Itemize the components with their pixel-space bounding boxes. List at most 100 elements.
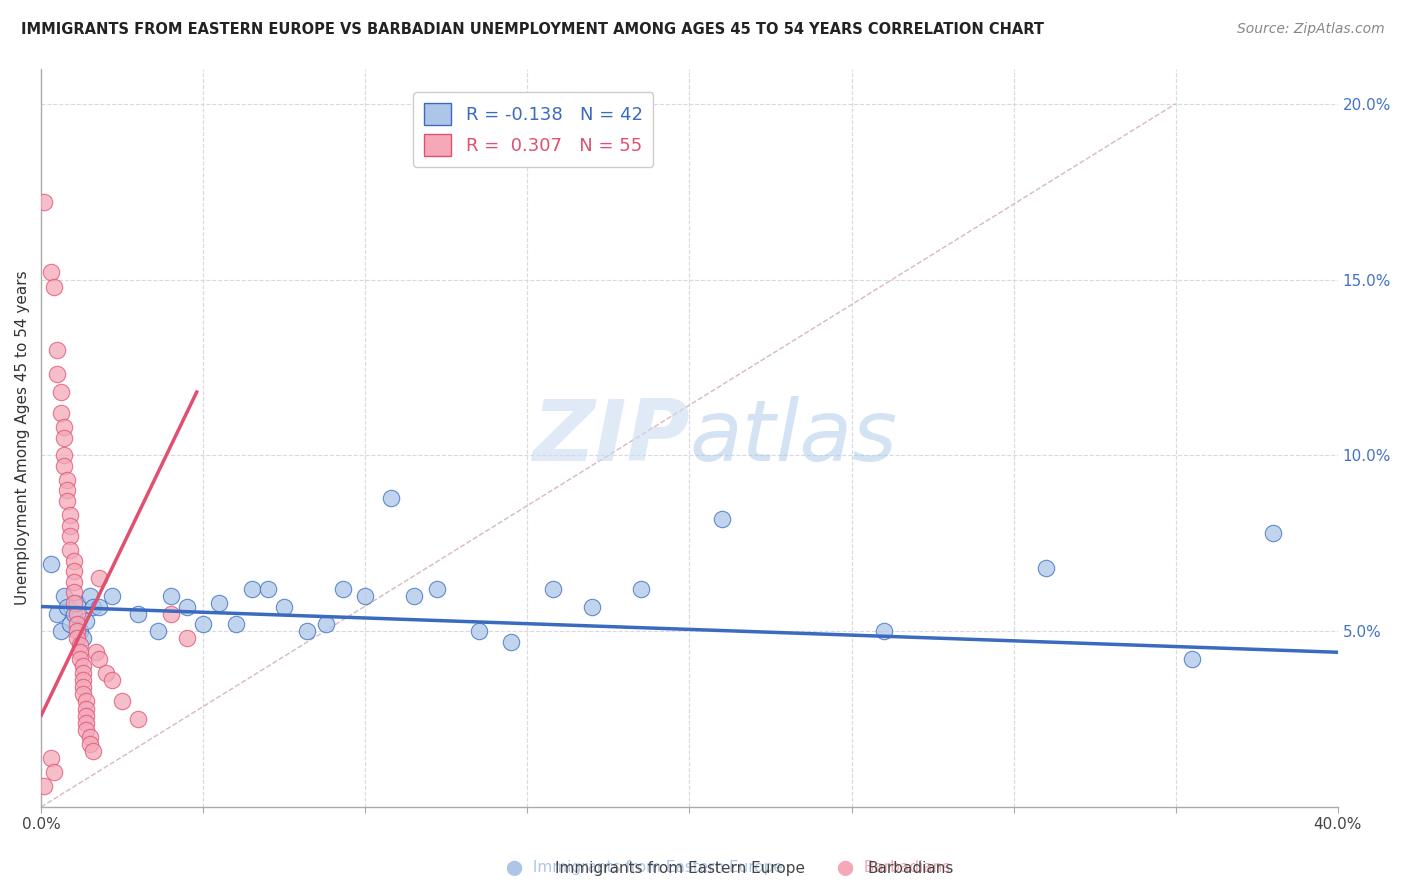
Point	[630, 582, 652, 596]
Point	[467, 624, 489, 639]
Point	[146, 624, 169, 639]
Point	[581, 599, 603, 614]
Point	[76, 694, 98, 708]
Point	[501, 634, 523, 648]
Point	[59, 529, 82, 543]
Point	[52, 589, 75, 603]
Point	[76, 701, 98, 715]
Point	[176, 631, 198, 645]
Point	[56, 473, 79, 487]
Point	[82, 599, 104, 614]
Point	[42, 279, 65, 293]
Point	[295, 624, 318, 639]
Point	[59, 508, 82, 522]
Point	[46, 368, 69, 382]
Text: Source: ZipAtlas.com: Source: ZipAtlas.com	[1237, 22, 1385, 37]
Point	[193, 617, 215, 632]
Point	[426, 582, 449, 596]
Point	[1261, 525, 1284, 540]
Point	[111, 694, 134, 708]
Point	[62, 596, 84, 610]
Point	[79, 730, 101, 744]
Point	[1035, 561, 1057, 575]
Point	[52, 420, 75, 434]
Point	[62, 607, 84, 621]
Point	[127, 607, 149, 621]
Point	[56, 483, 79, 498]
Point	[34, 779, 56, 793]
Point	[84, 645, 107, 659]
Point	[159, 589, 181, 603]
Point	[257, 582, 280, 596]
Point	[49, 624, 72, 639]
Point	[76, 614, 98, 628]
Point	[176, 599, 198, 614]
Text: Barbadians: Barbadians	[868, 861, 953, 876]
Point	[56, 599, 79, 614]
Point	[89, 571, 111, 585]
Point	[39, 265, 62, 279]
Point	[69, 652, 91, 666]
Point	[543, 582, 565, 596]
Point	[59, 543, 82, 558]
Point	[225, 617, 247, 632]
Text: IMMIGRANTS FROM EASTERN EUROPE VS BARBADIAN UNEMPLOYMENT AMONG AGES 45 TO 54 YEA: IMMIGRANTS FROM EASTERN EUROPE VS BARBAD…	[21, 22, 1045, 37]
Point	[710, 511, 733, 525]
Point	[69, 638, 91, 652]
Point	[89, 599, 111, 614]
Point	[59, 617, 82, 632]
Point	[66, 624, 89, 639]
Point	[69, 624, 91, 639]
Point	[79, 737, 101, 751]
Text: ⬤  Immigrants from Eastern Europe: ⬤ Immigrants from Eastern Europe	[506, 860, 783, 876]
Y-axis label: Unemployment Among Ages 45 to 54 years: Unemployment Among Ages 45 to 54 years	[15, 270, 30, 605]
Point	[380, 491, 402, 505]
Point	[62, 574, 84, 589]
Point	[273, 599, 295, 614]
Point	[56, 494, 79, 508]
Point	[72, 688, 94, 702]
Point	[59, 518, 82, 533]
Point	[208, 596, 231, 610]
Point	[72, 659, 94, 673]
Point	[46, 607, 69, 621]
Point	[66, 617, 89, 632]
Point	[101, 589, 124, 603]
Point	[89, 652, 111, 666]
Point	[72, 631, 94, 645]
Point	[159, 607, 181, 621]
Point	[240, 582, 263, 596]
Point	[332, 582, 354, 596]
Point	[39, 558, 62, 572]
Point	[76, 715, 98, 730]
Point	[873, 624, 896, 639]
Point	[49, 385, 72, 400]
Point	[1181, 652, 1204, 666]
Text: ⬤  Barbadians: ⬤ Barbadians	[837, 860, 950, 876]
Point	[66, 607, 89, 621]
Point	[76, 723, 98, 737]
Point	[72, 681, 94, 695]
Text: Immigrants from Eastern Europe: Immigrants from Eastern Europe	[555, 861, 806, 876]
Point	[66, 631, 89, 645]
Legend: R = -0.138   N = 42, R =  0.307   N = 55: R = -0.138 N = 42, R = 0.307 N = 55	[413, 92, 654, 167]
Point	[39, 750, 62, 764]
Point	[52, 458, 75, 473]
Text: ZIP: ZIP	[531, 396, 689, 479]
Point	[402, 589, 425, 603]
Point	[62, 585, 84, 599]
Point	[46, 343, 69, 357]
Point	[127, 712, 149, 726]
Text: atlas: atlas	[689, 396, 897, 479]
Point	[69, 645, 91, 659]
Point	[354, 589, 377, 603]
Point	[66, 596, 89, 610]
Point	[52, 431, 75, 445]
Point	[42, 764, 65, 779]
Point	[79, 589, 101, 603]
Point	[72, 666, 94, 681]
Point	[52, 448, 75, 462]
Point	[76, 708, 98, 723]
Point	[62, 554, 84, 568]
Point	[101, 673, 124, 688]
